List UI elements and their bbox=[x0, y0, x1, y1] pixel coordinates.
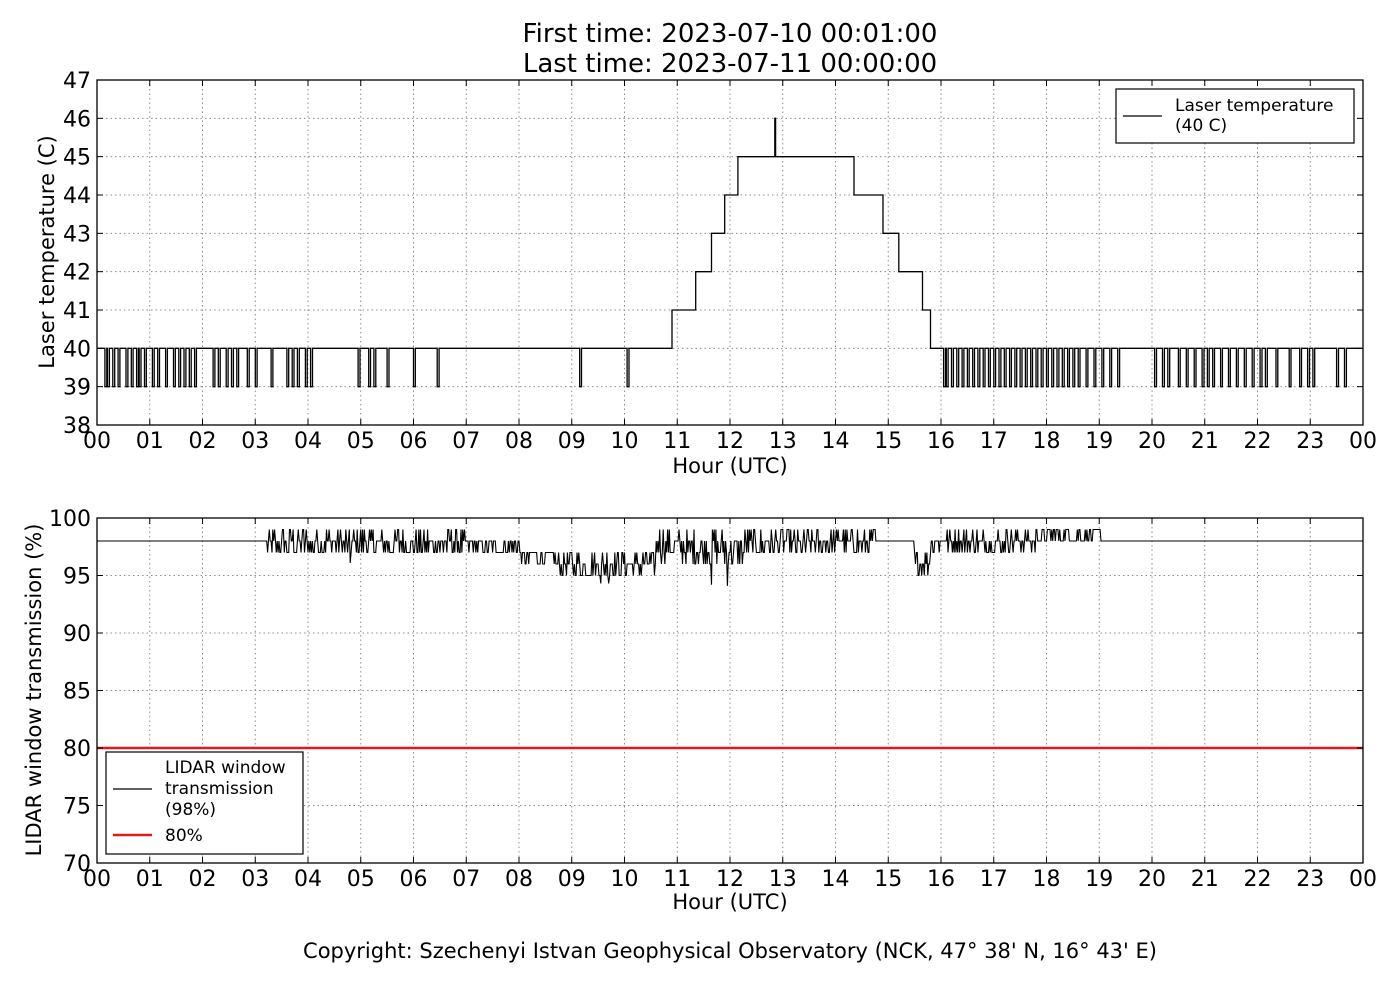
laser-temperature-x-tick-label: 04 bbox=[294, 429, 322, 454]
laser-temperature-x-tick-label: 00 bbox=[83, 429, 111, 454]
legend-label-threshold: 80% bbox=[165, 826, 203, 846]
lidar-transmission-y-tick-label: 90 bbox=[63, 622, 91, 647]
lidar-transmission-xlabel: Hour (UTC) bbox=[672, 890, 787, 914]
laser-temperature-x-tick-label: 11 bbox=[663, 429, 691, 454]
laser-temperature-x-tick-label: 18 bbox=[1033, 429, 1061, 454]
legend-label-transmission-line-1: LIDAR window bbox=[165, 758, 286, 778]
laser-temperature-ylabel: Laser temperature (C) bbox=[35, 135, 59, 368]
laser-temperature-x-tick-label: 00 bbox=[1349, 429, 1377, 454]
lidar-transmission-panel: 00 01 02 03 04 05 06 07 08 09 10 11 12 13 14 15 16 17 18 19… bbox=[22, 507, 1377, 914]
laser-temperature-x-tick-label: 08 bbox=[505, 429, 533, 454]
lidar-transmission-x-tick-label: 22 bbox=[1244, 867, 1272, 892]
laser-temperature-y-tick-label: 44 bbox=[63, 184, 91, 209]
laser-temperature-x-tick-label: 06 bbox=[400, 429, 428, 454]
laser-temperature-y-tick-label: 45 bbox=[63, 146, 91, 171]
laser-temperature-legend: Laser temperature (40 C) bbox=[1115, 88, 1355, 144]
lidar-transmission-x-tick-label: 19 bbox=[1085, 867, 1113, 892]
lidar-transmission-x-tick-label: 23 bbox=[1296, 867, 1324, 892]
lidar-transmission-x-tick-label: 20 bbox=[1138, 867, 1166, 892]
lidar-transmission-x-tick-label: 06 bbox=[400, 867, 428, 892]
lidar-transmission-x-tick-label: 15 bbox=[874, 867, 902, 892]
lidar-transmission-x-tick-label: 08 bbox=[505, 867, 533, 892]
lidar-transmission-grid bbox=[97, 518, 1363, 863]
laser-temperature-x-tick-label: 14 bbox=[822, 429, 850, 454]
lidar-transmission-x-tick-label: 04 bbox=[294, 867, 322, 892]
laser-temperature-series bbox=[97, 117, 1363, 388]
laser-temperature-x-tick-label: 02 bbox=[189, 429, 217, 454]
laser-temperature-x-tick-label: 23 bbox=[1296, 429, 1324, 454]
lidar-transmission-x-tick-label: 14 bbox=[822, 867, 850, 892]
laser-temperature-x-tick-label: 19 bbox=[1085, 429, 1113, 454]
laser-temperature-x-tick-label: 21 bbox=[1191, 429, 1219, 454]
legend-label-transmission-line-2: transmission bbox=[165, 779, 274, 799]
lidar-transmission-x-tick-label: 02 bbox=[189, 867, 217, 892]
laser-temperature-x-tick-label: 03 bbox=[241, 429, 269, 454]
lidar-transmission-x-tick-label: 00 bbox=[83, 867, 111, 892]
laser-temperature-y-tick-label: 43 bbox=[63, 222, 91, 247]
lidar-transmission-y-tick-label: 70 bbox=[63, 852, 91, 877]
laser-temperature-y-tick-label: 47 bbox=[63, 69, 91, 94]
legend-label-line-2: (40 C) bbox=[1175, 116, 1227, 136]
legend-label-line-1: Laser temperature bbox=[1175, 96, 1333, 116]
laser-temperature-x-tick-label: 16 bbox=[927, 429, 955, 454]
laser-temperature-y-tick-label: 40 bbox=[63, 337, 91, 362]
lidar-transmission-y-tick-label: 85 bbox=[63, 680, 91, 705]
laser-temperature-x-tick-label: 01 bbox=[136, 429, 164, 454]
laser-temperature-x-tick-label: 13 bbox=[769, 429, 797, 454]
laser-temperature-x-tick-label: 05 bbox=[347, 429, 375, 454]
laser-temperature-x-tick-label: 12 bbox=[716, 429, 744, 454]
lidar-transmission-ticks: 00 01 02 03 04 05 06 07 08 09 10 11 12 13 14 15 16 17 18 19… bbox=[49, 507, 1377, 892]
lidar-transmission-y-tick-label: 100 bbox=[49, 507, 91, 532]
laser-temperature-x-tick-label: 15 bbox=[874, 429, 902, 454]
laser-temperature-line bbox=[97, 117, 1363, 388]
lidar-transmission-x-tick-label: 17 bbox=[980, 867, 1008, 892]
laser-temperature-panel: 00 01 02 03 04 05 06 07 08 09 10 11 12 13 14 15 16 17 18 19… bbox=[35, 69, 1377, 478]
laser-temperature-ticks: 00 01 02 03 04 05 06 07 08 09 10 11 12 13 14 15 16 17 18 19… bbox=[63, 69, 1377, 454]
lidar-transmission-ylabel: LIDAR window transmission (%) bbox=[22, 524, 46, 857]
lidar-transmission-x-tick-label: 09 bbox=[558, 867, 586, 892]
lidar-transmission-x-tick-label: 18 bbox=[1033, 867, 1061, 892]
copyright-text: Copyright: Szechenyi Istvan Geophysical … bbox=[303, 939, 1157, 963]
lidar-transmission-x-tick-label: 12 bbox=[716, 867, 744, 892]
lidar-transmission-legend: LIDAR window transmission (98%) 80% bbox=[105, 751, 304, 855]
lidar-transmission-line bbox=[97, 528, 1363, 586]
lidar-transmission-x-tick-label: 03 bbox=[241, 867, 269, 892]
chart-title-line-2: Last time: 2023-07-11 00:00:00 bbox=[523, 49, 937, 79]
legend-box bbox=[105, 751, 304, 855]
lidar-transmission-x-tick-label: 13 bbox=[769, 867, 797, 892]
lidar-transmission-x-tick-label: 16 bbox=[927, 867, 955, 892]
lidar-transmission-series bbox=[97, 528, 1363, 586]
laser-temperature-y-tick-label: 38 bbox=[63, 414, 91, 439]
lidar-transmission-x-tick-label: 01 bbox=[136, 867, 164, 892]
laser-temperature-y-tick-label: 42 bbox=[63, 261, 91, 286]
laser-temperature-y-tick-label: 46 bbox=[63, 107, 91, 132]
laser-temperature-x-tick-label: 07 bbox=[452, 429, 480, 454]
chart-title-line-1: First time: 2023-07-10 00:01:00 bbox=[523, 19, 938, 49]
laser-temperature-x-tick-label: 17 bbox=[980, 429, 1008, 454]
lidar-transmission-x-tick-label: 05 bbox=[347, 867, 375, 892]
laser-temperature-y-tick-label: 39 bbox=[63, 376, 91, 401]
laser-temperature-y-tick-label: 41 bbox=[63, 299, 91, 324]
laser-temperature-x-tick-label: 20 bbox=[1138, 429, 1166, 454]
lidar-transmission-y-tick-label: 95 bbox=[63, 565, 91, 590]
laser-temperature-x-tick-label: 22 bbox=[1244, 429, 1272, 454]
lidar-transmission-y-tick-label: 75 bbox=[63, 795, 91, 820]
lidar-transmission-x-tick-label: 11 bbox=[663, 867, 691, 892]
laser-temperature-grid bbox=[97, 80, 1363, 425]
laser-temperature-xlabel: Hour (UTC) bbox=[672, 454, 787, 478]
lidar-transmission-x-tick-label: 21 bbox=[1191, 867, 1219, 892]
laser-temperature-x-tick-label: 10 bbox=[611, 429, 639, 454]
lidar-transmission-x-tick-label: 07 bbox=[452, 867, 480, 892]
lidar-transmission-y-tick-label: 80 bbox=[63, 737, 91, 762]
laser-temperature-x-tick-label: 09 bbox=[558, 429, 586, 454]
legend-label-transmission-line-3: (98%) bbox=[165, 800, 216, 820]
lidar-transmission-x-tick-label: 00 bbox=[1349, 867, 1377, 892]
lidar-transmission-x-tick-label: 10 bbox=[611, 867, 639, 892]
